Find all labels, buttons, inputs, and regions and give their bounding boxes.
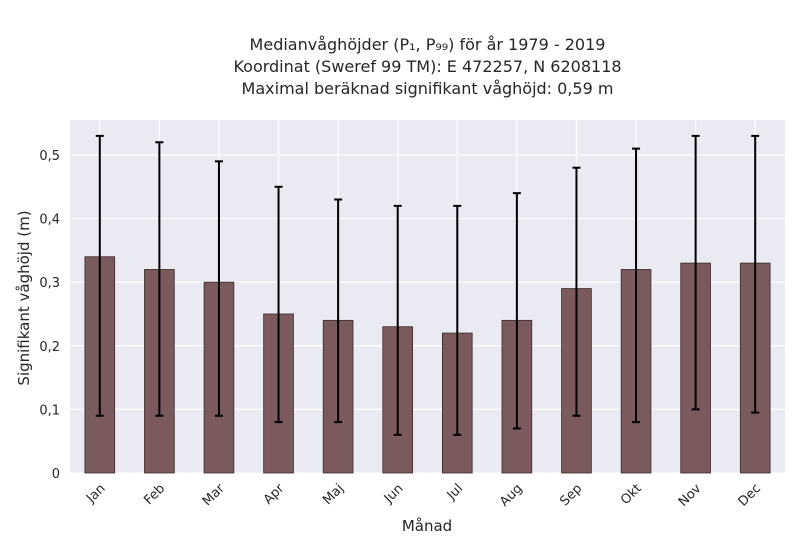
chart-title: Medianvåghöjder (P₁, P₉₉) för år 1979 - … [55, 34, 800, 100]
x-tick-label: Apr [261, 481, 288, 508]
x-tick-label: Okt [618, 481, 645, 508]
x-axis-label: Månad [402, 517, 452, 535]
x-tick-label: Sep [557, 481, 585, 509]
y-tick-label: 0,3 [39, 276, 60, 291]
y-tick-labels: 0 0,1 0,2 0,3 0,4 0,5 [39, 149, 60, 482]
x-tick-label: Feb [141, 481, 168, 508]
x-tick-label: Maj [320, 481, 347, 508]
y-tick-label: 0,4 [39, 213, 60, 228]
x-tick-label: Jan [83, 481, 108, 506]
x-tick-label: Nov [676, 481, 705, 510]
x-tick-labels: Jan Feb Mar Apr Maj Jun Jul Aug Sep Okt Nov Dec [83, 481, 764, 510]
x-tick-label: Mar [200, 481, 228, 509]
plot-area [70, 120, 785, 473]
chart-title-line-1: Medianvåghöjder (P₁, P₉₉) för år 1979 - … [249, 35, 606, 54]
y-tick-label: 0 [52, 467, 60, 482]
chart-title-line-3: Maximal beräknad signifikant våghöjd: 0,… [241, 79, 614, 98]
y-axis-label: Signifikant våghöjd (m) [15, 210, 33, 385]
x-tick-label: Jun [381, 481, 407, 507]
y-tick-label: 0,2 [39, 340, 60, 355]
x-tick-label: Jul [444, 481, 466, 503]
x-tick-label: Aug [497, 481, 526, 510]
x-tick-label: Dec [736, 481, 764, 509]
y-tick-label: 0,1 [39, 403, 60, 418]
chart-title-line-2: Koordinat (Sweref 99 TM): E 472257, N 62… [233, 57, 622, 76]
y-tick-label: 0,5 [39, 149, 60, 164]
errorbar-layer [95, 134, 760, 436]
